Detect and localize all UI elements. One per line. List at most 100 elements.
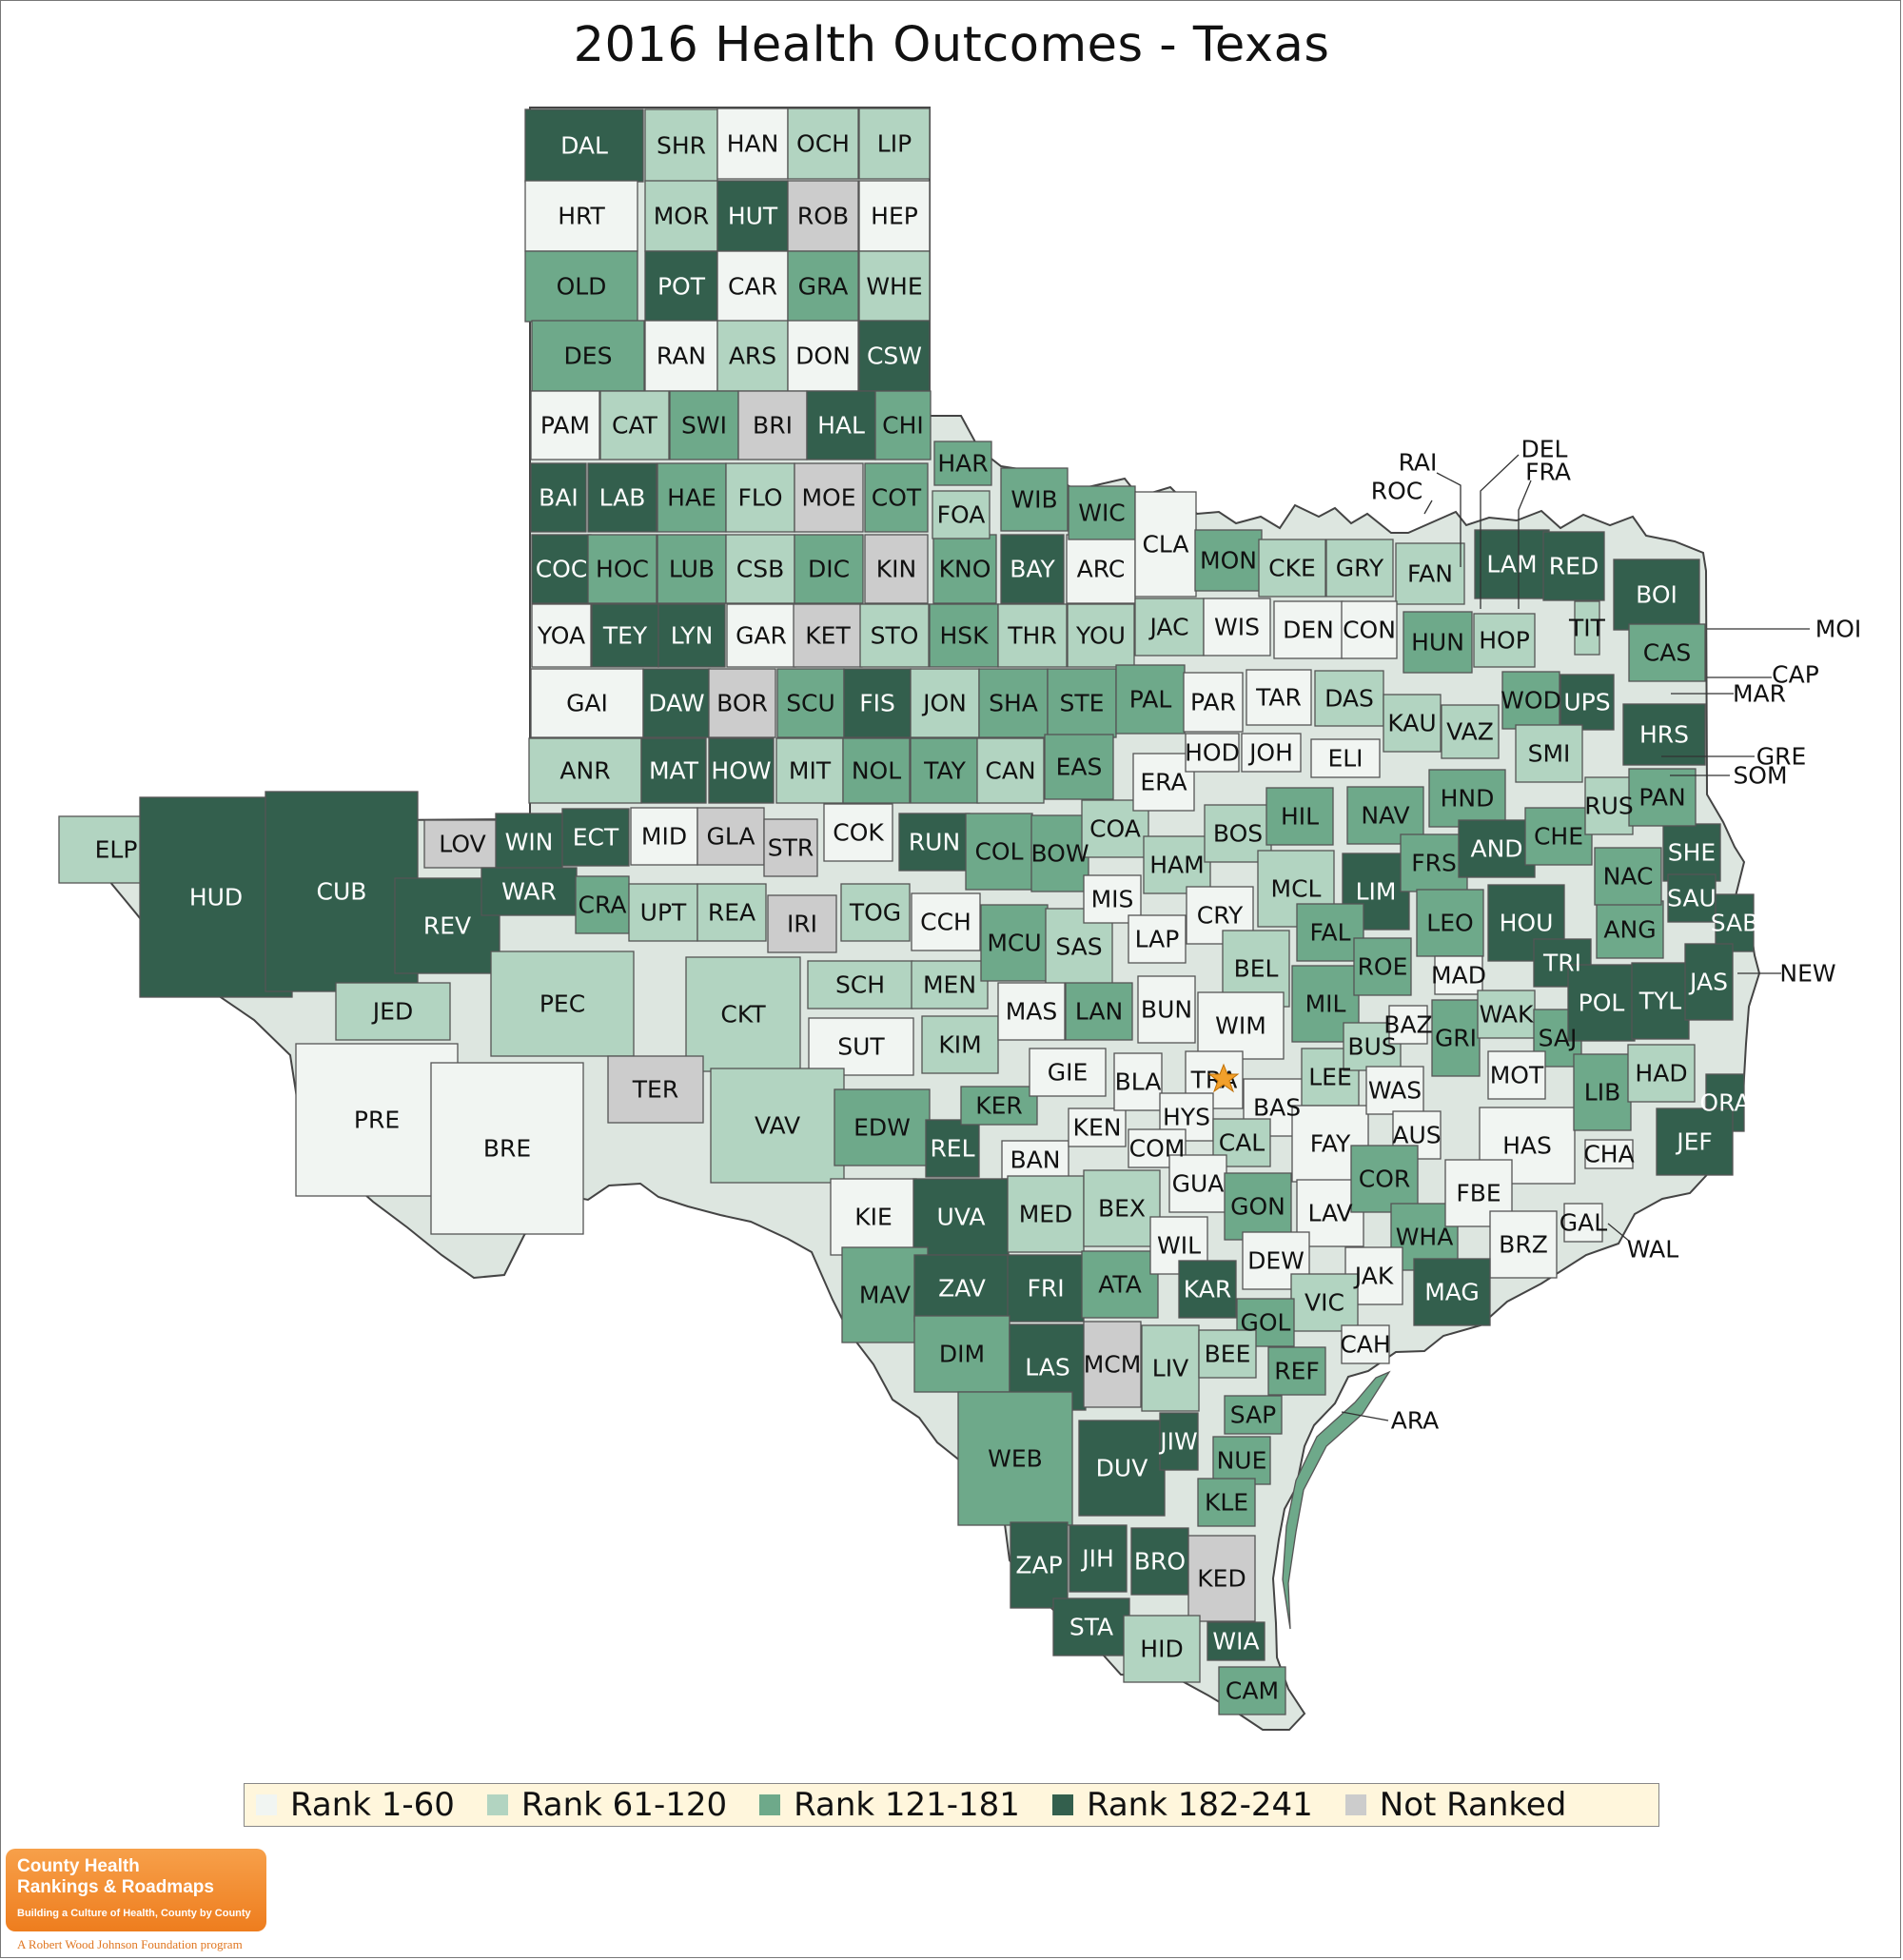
- county-gie[interactable]: [1029, 1048, 1107, 1097]
- county-lab[interactable]: [587, 462, 657, 533]
- county-baz[interactable]: [1388, 1005, 1428, 1045]
- county-den[interactable]: [1273, 600, 1344, 659]
- county-jed[interactable]: [335, 982, 451, 1041]
- county-kin[interactable]: [864, 534, 929, 604]
- county-lov[interactable]: [423, 819, 501, 869]
- county-par[interactable]: [1183, 672, 1244, 733]
- county-joh[interactable]: [1241, 733, 1302, 773]
- county-thr[interactable]: [997, 603, 1068, 668]
- county-upt[interactable]: [628, 883, 698, 942]
- county-bla[interactable]: [1113, 1052, 1163, 1111]
- county-bor[interactable]: [708, 668, 776, 738]
- county-pan[interactable]: [1628, 768, 1697, 827]
- county-ata[interactable]: [1081, 1250, 1159, 1319]
- county-lib[interactable]: [1573, 1053, 1632, 1131]
- county-shr[interactable]: [644, 108, 718, 183]
- county-zap[interactable]: [1010, 1521, 1069, 1609]
- county-eas[interactable]: [1044, 734, 1114, 800]
- county-mon[interactable]: [1194, 529, 1263, 592]
- county-bai[interactable]: [530, 462, 587, 533]
- county-leo[interactable]: [1416, 889, 1484, 957]
- county-cok[interactable]: [823, 803, 893, 862]
- county-pot[interactable]: [644, 250, 718, 323]
- county-bro[interactable]: [1130, 1527, 1189, 1596]
- county-cot[interactable]: [864, 462, 929, 533]
- county-sta[interactable]: [1052, 1597, 1130, 1656]
- county-roe[interactable]: [1353, 937, 1412, 996]
- county-bee[interactable]: [1198, 1329, 1257, 1379]
- county-lyn[interactable]: [657, 603, 726, 668]
- county-nol[interactable]: [842, 737, 911, 804]
- county-zav[interactable]: [913, 1254, 1010, 1323]
- county-cas[interactable]: [1628, 623, 1706, 682]
- county-ban[interactable]: [1001, 1140, 1069, 1180]
- county-col[interactable]: [965, 813, 1033, 891]
- county-scu[interactable]: [776, 668, 845, 738]
- county-hun[interactable]: [1403, 611, 1473, 674]
- county-ref[interactable]: [1267, 1346, 1326, 1396]
- county-tar[interactable]: [1246, 669, 1312, 726]
- county-pol[interactable]: [1567, 964, 1636, 1042]
- county-ect[interactable]: [561, 808, 630, 867]
- county-wib[interactable]: [1000, 467, 1069, 532]
- county-flo[interactable]: [725, 462, 795, 533]
- county-lip[interactable]: [858, 108, 931, 180]
- county-rea[interactable]: [696, 883, 767, 942]
- county-hil[interactable]: [1265, 787, 1334, 846]
- county-ham[interactable]: [1143, 835, 1211, 894]
- county-gar[interactable]: [726, 603, 796, 668]
- county-daw[interactable]: [642, 668, 711, 738]
- county-sab[interactable]: [1715, 893, 1755, 952]
- county-jas[interactable]: [1684, 943, 1734, 1021]
- county-you[interactable]: [1067, 603, 1135, 668]
- county-was[interactable]: [1365, 1066, 1424, 1115]
- county-csw[interactable]: [858, 320, 931, 392]
- county-mot[interactable]: [1487, 1050, 1546, 1100]
- county-eli[interactable]: [1310, 738, 1381, 778]
- county-run[interactable]: [898, 813, 971, 872]
- county-yoa[interactable]: [531, 603, 592, 668]
- county-gal[interactable]: [1563, 1203, 1603, 1243]
- county-wod[interactable]: [1501, 671, 1560, 730]
- county-mit[interactable]: [775, 737, 844, 804]
- county-cor[interactable]: [1350, 1145, 1419, 1213]
- county-whe[interactable]: [858, 250, 931, 323]
- county-tyl[interactable]: [1631, 962, 1690, 1040]
- county-cke[interactable]: [1258, 539, 1326, 598]
- county-win[interactable]: [495, 813, 563, 872]
- county-che[interactable]: [1524, 807, 1593, 866]
- county-bun[interactable]: [1137, 975, 1196, 1044]
- county-arc[interactable]: [1066, 534, 1136, 604]
- county-sut[interactable]: [808, 1017, 914, 1076]
- county-des[interactable]: [531, 320, 645, 392]
- county-kar[interactable]: [1178, 1260, 1237, 1319]
- county-har[interactable]: [933, 441, 992, 486]
- county-jiw[interactable]: [1159, 1412, 1199, 1471]
- county-wim[interactable]: [1197, 991, 1285, 1060]
- county-and[interactable]: [1458, 819, 1536, 878]
- county-men[interactable]: [911, 960, 989, 1009]
- county-uva[interactable]: [912, 1178, 1010, 1256]
- county-wak[interactable]: [1477, 990, 1536, 1039]
- county-hrt[interactable]: [524, 180, 638, 252]
- county-fan[interactable]: [1395, 542, 1465, 605]
- county-car[interactable]: [716, 250, 789, 323]
- county-kle[interactable]: [1197, 1478, 1256, 1527]
- county-swi[interactable]: [669, 390, 739, 461]
- county-foa[interactable]: [932, 490, 991, 539]
- county-hod[interactable]: [1185, 733, 1240, 773]
- county-moe[interactable]: [794, 462, 864, 533]
- county-tra[interactable]: [1185, 1050, 1244, 1109]
- county-smi[interactable]: [1515, 724, 1583, 783]
- county-str[interactable]: [763, 818, 818, 877]
- county-cat[interactable]: [599, 390, 670, 461]
- county-can[interactable]: [976, 737, 1045, 804]
- county-edw[interactable]: [834, 1088, 931, 1166]
- county-lan[interactable]: [1065, 982, 1133, 1041]
- county-iri[interactable]: [767, 894, 837, 953]
- county-fis[interactable]: [843, 668, 912, 738]
- county-gry[interactable]: [1325, 539, 1394, 598]
- county-tey[interactable]: [591, 603, 659, 668]
- county-rel[interactable]: [925, 1119, 980, 1178]
- county-rus[interactable]: [1584, 776, 1634, 835]
